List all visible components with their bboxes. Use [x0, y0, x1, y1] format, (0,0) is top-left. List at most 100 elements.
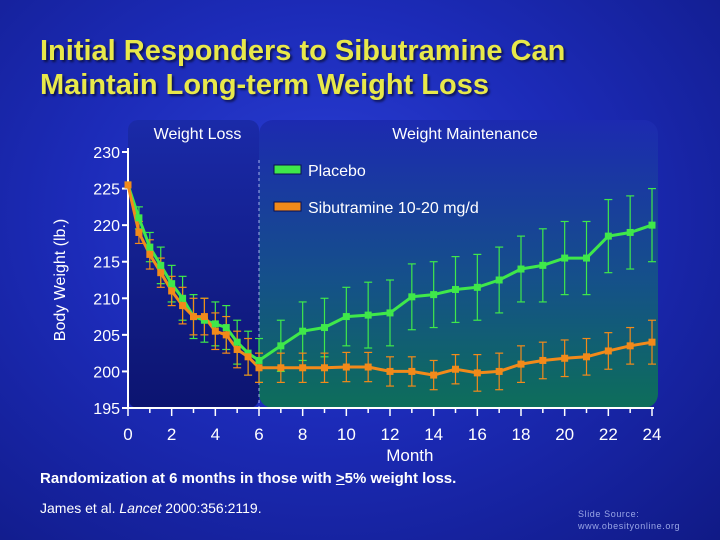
sibutramine-data-point: [342, 363, 350, 371]
sibutramine-data-point: [473, 369, 481, 377]
placebo-data-point: [244, 349, 252, 357]
x-tick-label: 12: [381, 425, 400, 444]
placebo-data-point: [473, 283, 481, 291]
placebo-legend-swatch: [273, 164, 302, 175]
placebo-data-point: [255, 356, 263, 364]
placebo-data-point: [146, 243, 154, 251]
randomization-note: Randomization at 6 months in those with …: [40, 470, 456, 487]
sibutramine-data-point: [222, 331, 230, 339]
y-tick-label: 200: [93, 364, 120, 381]
sibutramine-data-point: [517, 360, 525, 368]
placebo-data-point: [168, 280, 176, 288]
placebo-data-point: [648, 221, 656, 229]
placebo-data-point: [233, 338, 241, 346]
x-tick-label: 8: [298, 425, 307, 444]
placebo-data-point: [386, 309, 394, 317]
sibutramine-data-point: [408, 367, 416, 375]
sibutramine-data-point: [364, 363, 372, 371]
slide-source: Slide Source: www.obesityonline.org: [578, 508, 680, 532]
sibutramine-data-point: [233, 345, 241, 353]
placebo-data-point: [517, 265, 525, 273]
placebo-data-point: [539, 261, 547, 269]
placebo-data-point: [211, 320, 219, 328]
x-tick-label: 10: [337, 425, 356, 444]
citation-journal: Lancet: [119, 500, 162, 516]
citation-details: 2000:356:2119.: [161, 500, 262, 516]
y-tick-label: 195: [93, 401, 120, 418]
x-tick-label: 4: [211, 425, 220, 444]
sibutramine-data-point: [190, 313, 197, 321]
y-tick-label: 220: [93, 218, 120, 235]
source-label: Slide Source:: [578, 509, 640, 519]
x-tick-label: 20: [555, 425, 574, 444]
placebo-data-point: [626, 228, 634, 236]
note-text-end: 5% weight loss.: [344, 470, 457, 487]
x-axis-title: Month: [386, 446, 433, 465]
sibutramine-data-point: [495, 367, 503, 375]
placebo-legend-label: Placebo: [308, 163, 366, 180]
sibutramine-data-point: [168, 287, 176, 295]
y-tick-label: 210: [93, 291, 120, 308]
x-tick-label: 6: [254, 425, 263, 444]
citation: James et al. Lancet 2000:356:2119.: [40, 500, 262, 516]
placebo-data-point: [179, 294, 187, 302]
placebo-data-point: [321, 324, 328, 332]
y-axis-title: Body Weight (lb.): [52, 219, 69, 341]
sibutramine-data-point: [539, 356, 547, 364]
sibutramine-data-point: [124, 181, 132, 189]
y-tick-label: 230: [93, 145, 120, 162]
sibutramine-data-point: [386, 367, 394, 375]
sibutramine-data-point: [200, 313, 208, 321]
sibutramine-data-point: [583, 353, 590, 361]
placebo-data-point: [157, 261, 165, 269]
title-line-2: Maintain Long-term Weight Loss: [40, 69, 489, 101]
x-tick-label: 0: [123, 425, 132, 444]
sibutramine-legend-label: Sibutramine 10-20 mg/d: [308, 200, 479, 217]
placebo-data-point: [299, 327, 307, 335]
placebo-data-point: [583, 254, 590, 262]
weight-maintenance-panel: [259, 120, 658, 408]
placebo-data-point: [408, 293, 416, 301]
y-tick-label: 225: [93, 182, 120, 199]
sibutramine-data-point: [430, 371, 438, 379]
title-line-1: Initial Responders to Sibutramine Can: [40, 35, 566, 67]
note-text-start: Randomization at 6 months in those with: [40, 470, 336, 487]
sibutramine-data-point: [179, 302, 187, 310]
sibutramine-data-point: [211, 327, 219, 335]
region-label-weight-maintenance: Weight Maintenance: [392, 126, 538, 143]
sibutramine-data-point: [561, 354, 569, 362]
placebo-data-point: [342, 313, 350, 321]
sibutramine-data-point: [244, 353, 252, 361]
slide-title: Initial Responders to Sibutramine Can Ma…: [40, 34, 680, 102]
x-tick-label: 2: [167, 425, 176, 444]
placebo-data-point: [135, 214, 143, 222]
sibutramine-data-point: [135, 228, 143, 236]
placebo-data-point: [430, 291, 438, 299]
sibutramine-data-point: [452, 365, 459, 373]
x-tick-label: 16: [468, 425, 487, 444]
region-label-weight-loss: Weight Loss: [154, 126, 242, 143]
placebo-data-point: [364, 311, 372, 319]
sibutramine-data-point: [626, 342, 634, 350]
sibutramine-data-point: [321, 364, 328, 372]
sibutramine-data-point: [277, 364, 285, 372]
placebo-data-point: [561, 254, 569, 262]
sibutramine-data-point: [299, 364, 307, 372]
x-tick-label: 24: [643, 425, 662, 444]
placebo-data-point: [222, 324, 230, 332]
placebo-data-point: [277, 342, 285, 350]
note-greater-sign: >: [335, 470, 345, 487]
sibutramine-data-point: [157, 269, 165, 277]
sibutramine-legend-swatch: [273, 201, 302, 212]
placebo-data-point: [604, 232, 612, 240]
placebo-data-point: [495, 276, 503, 284]
x-tick-label: 14: [424, 425, 443, 444]
citation-authors: James et al.: [40, 500, 120, 516]
sibutramine-data-point: [604, 347, 612, 355]
y-tick-label: 205: [93, 328, 120, 345]
sibutramine-data-point: [146, 250, 154, 258]
sibutramine-data-point: [255, 364, 263, 372]
x-tick-label: 18: [512, 425, 531, 444]
source-url: www.obesityonline.org: [578, 521, 681, 531]
